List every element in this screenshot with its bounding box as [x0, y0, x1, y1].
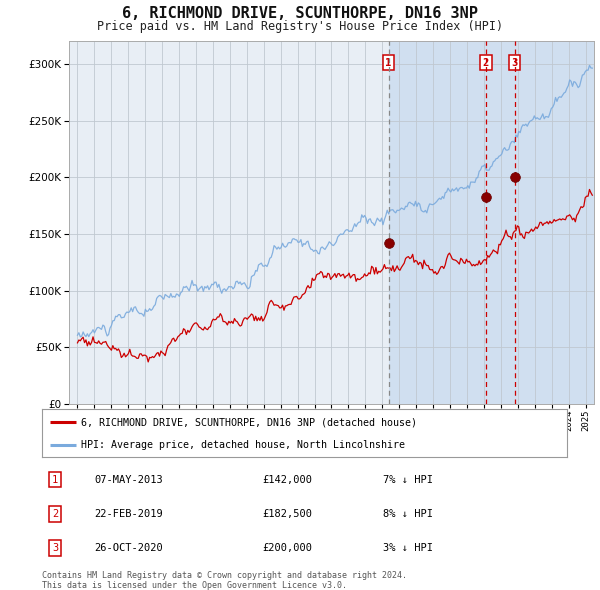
Text: 1: 1: [52, 474, 58, 484]
Text: 07-MAY-2013: 07-MAY-2013: [95, 474, 163, 484]
Text: 8% ↓ HPI: 8% ↓ HPI: [383, 509, 433, 519]
Text: 1: 1: [385, 58, 392, 68]
Text: Price paid vs. HM Land Registry's House Price Index (HPI): Price paid vs. HM Land Registry's House …: [97, 20, 503, 33]
Text: 6, RICHMOND DRIVE, SCUNTHORPE, DN16 3NP: 6, RICHMOND DRIVE, SCUNTHORPE, DN16 3NP: [122, 6, 478, 21]
Text: £200,000: £200,000: [263, 543, 313, 553]
Text: 3: 3: [52, 543, 58, 553]
Text: £182,500: £182,500: [263, 509, 313, 519]
Text: 26-OCT-2020: 26-OCT-2020: [95, 543, 163, 553]
Text: 3: 3: [512, 58, 518, 68]
Text: 22-FEB-2019: 22-FEB-2019: [95, 509, 163, 519]
Bar: [389, 41, 596, 404]
Text: Contains HM Land Registry data © Crown copyright and database right 2024.
This d: Contains HM Land Registry data © Crown c…: [42, 571, 407, 590]
Text: 2: 2: [52, 509, 58, 519]
Text: 7% ↓ HPI: 7% ↓ HPI: [383, 474, 433, 484]
Text: £142,000: £142,000: [263, 474, 313, 484]
Text: 6, RICHMOND DRIVE, SCUNTHORPE, DN16 3NP (detached house): 6, RICHMOND DRIVE, SCUNTHORPE, DN16 3NP …: [82, 417, 418, 427]
Text: 3% ↓ HPI: 3% ↓ HPI: [383, 543, 433, 553]
Text: 2: 2: [483, 58, 489, 68]
Text: HPI: Average price, detached house, North Lincolnshire: HPI: Average price, detached house, Nort…: [82, 440, 406, 450]
